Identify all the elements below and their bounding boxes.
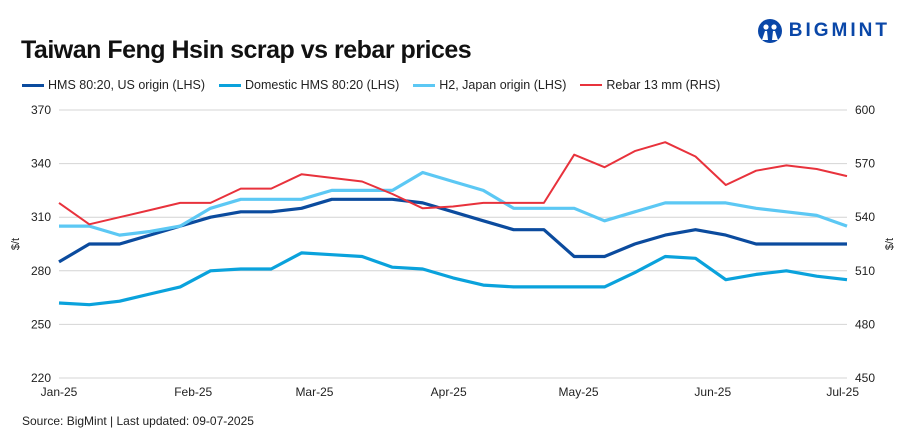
source-note: Source: BigMint | Last updated: 09-07-20… xyxy=(22,414,254,428)
x-tick-label: May-25 xyxy=(559,385,599,399)
y-left-tick-label: 250 xyxy=(31,317,51,331)
legend-item-rebar: Rebar 13 mm (RHS) xyxy=(580,78,720,92)
legend-label: Domestic HMS 80:20 (LHS) xyxy=(245,78,400,92)
y-left-axis-label: $/t xyxy=(10,238,22,250)
legend-swatch xyxy=(219,83,242,87)
legend-swatch xyxy=(413,83,436,87)
bigmint-logo: BIGMINT xyxy=(757,18,890,44)
x-tick-label: Jul-25 xyxy=(826,385,859,399)
legend-swatch xyxy=(580,84,603,86)
legend: HMS 80:20, US origin (LHS) Domestic HMS … xyxy=(22,78,720,92)
y-left-tick-label: 220 xyxy=(31,371,51,385)
x-tick-label: Jan-25 xyxy=(41,385,78,399)
legend-label: Rebar 13 mm (RHS) xyxy=(606,78,721,92)
x-tick-label: Feb-25 xyxy=(174,385,212,399)
legend-label: H2, Japan origin (LHS) xyxy=(439,78,567,92)
y-right-tick-label: 480 xyxy=(855,317,875,331)
series-line-0 xyxy=(58,197,847,264)
y-left-tick-label: 370 xyxy=(31,103,51,117)
y-left-tick-label: 340 xyxy=(31,157,51,171)
series-line-3 xyxy=(58,141,848,226)
logo-globe-icon xyxy=(757,19,782,43)
y-right-tick-label: 570 xyxy=(855,157,875,171)
legend-item-hms-us: HMS 80:20, US origin (LHS) xyxy=(22,78,205,92)
x-tick-label: Mar-25 xyxy=(295,385,333,399)
logo-text: BIGMINT xyxy=(788,20,890,41)
chart-title: Taiwan Feng Hsin scrap vs rebar prices xyxy=(21,36,472,64)
y-right-tick-label: 510 xyxy=(855,264,875,278)
y-left-tick-label: 310 xyxy=(31,210,51,224)
y-right-axis-label: $/t xyxy=(884,238,896,250)
y-right-tick-label: 540 xyxy=(855,210,875,224)
series-line-1 xyxy=(58,251,848,307)
y-right-tick-label: 600 xyxy=(855,103,875,117)
legend-swatch xyxy=(22,83,44,87)
y-left-tick-label: 280 xyxy=(31,264,51,278)
legend-label: HMS 80:20, US origin (LHS) xyxy=(48,78,206,92)
series-line-2 xyxy=(59,170,848,237)
legend-item-h2-japan: H2, Japan origin (LHS) xyxy=(413,78,566,92)
legend-item-domestic-hms: Domestic HMS 80:20 (LHS) xyxy=(219,78,399,92)
x-tick-label: Apr-25 xyxy=(431,385,467,399)
x-tick-label: Jun-25 xyxy=(694,385,731,399)
y-right-tick-label: 450 xyxy=(855,371,875,385)
